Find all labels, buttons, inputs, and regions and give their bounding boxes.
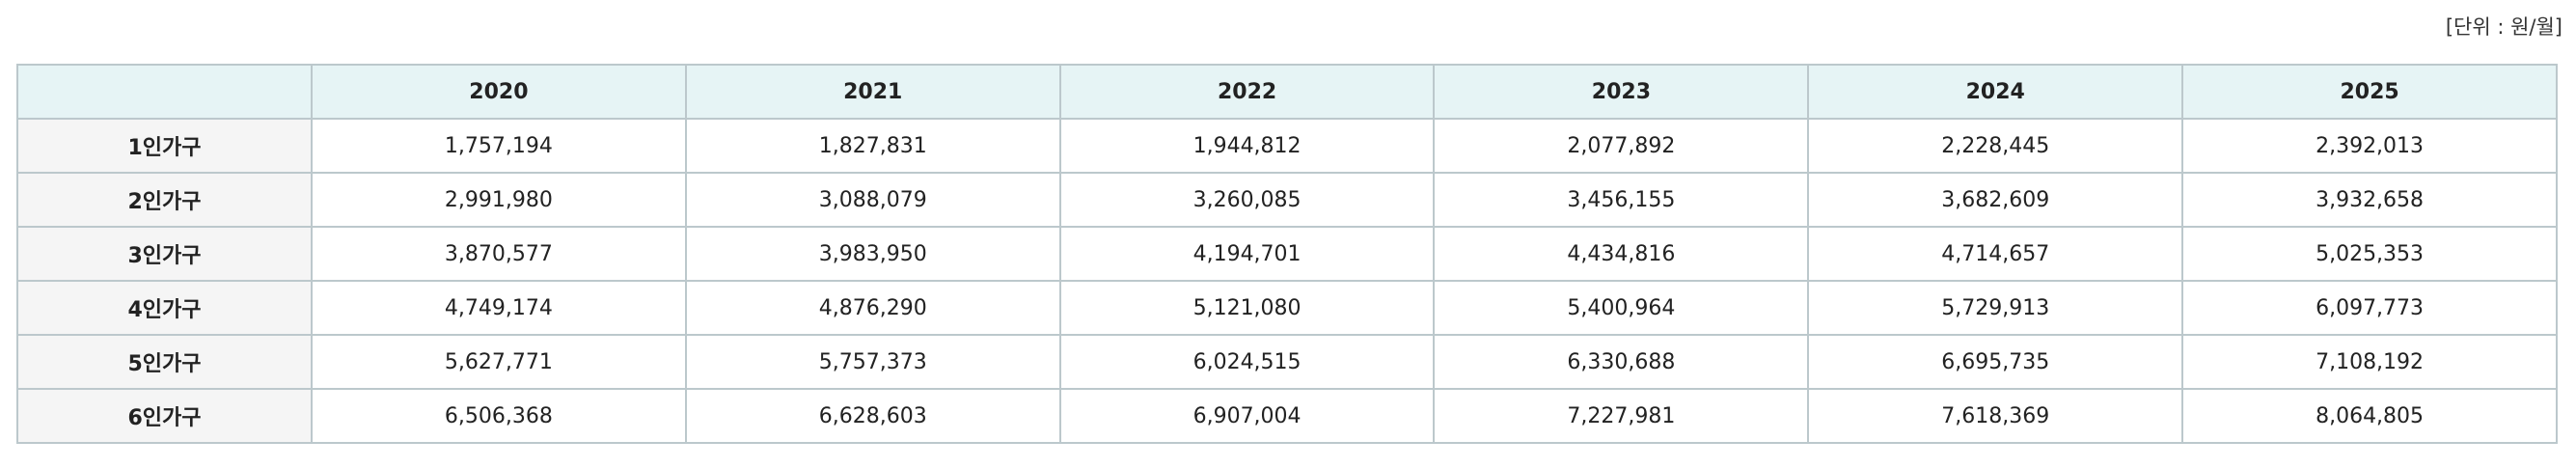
value-cell: 7,108,192 xyxy=(2181,334,2558,390)
value-cell: 5,729,913 xyxy=(1807,280,2184,336)
row-label: 5인가구 xyxy=(16,334,313,390)
value-cell: 2,228,445 xyxy=(1807,118,2184,174)
value-cell: 6,024,515 xyxy=(1058,334,1436,390)
value-cell: 6,695,735 xyxy=(1807,334,2184,390)
value-cell: 1,757,194 xyxy=(311,118,687,174)
data-table: 2020 2021 2022 2023 2024 2025 1인가구 1,757,194 1,… xyxy=(16,64,2558,444)
value-cell: 6,907,004 xyxy=(1058,388,1436,444)
row-label: 4인가구 xyxy=(16,280,313,336)
value-cell: 6,097,773 xyxy=(2181,280,2558,336)
row-label: 2인가구 xyxy=(16,172,313,228)
value-cell: 2,991,980 xyxy=(311,172,687,228)
table-row: 4인가구 4,749,174 4,876,290 5,121,080 5,400,964… xyxy=(16,280,2558,336)
row-label: 6인가구 xyxy=(16,388,313,444)
value-cell: 2,392,013 xyxy=(2181,118,2558,174)
row-label: 1인가구 xyxy=(16,118,313,174)
value-cell: 7,618,369 xyxy=(1807,388,2184,444)
value-cell: 5,757,373 xyxy=(684,334,1061,390)
value-cell: 5,025,353 xyxy=(2181,226,2558,282)
value-cell: 4,714,657 xyxy=(1807,226,2184,282)
header-cell: 2024 xyxy=(1807,64,2184,120)
value-cell: 7,227,981 xyxy=(1433,388,1810,444)
value-cell: 3,088,079 xyxy=(684,172,1061,228)
table-body: 1인가구 1,757,194 1,827,831 1,944,812 2,077,892… xyxy=(16,118,2558,444)
value-cell: 5,627,771 xyxy=(311,334,687,390)
value-cell: 3,983,950 xyxy=(684,226,1061,282)
value-cell: 3,260,085 xyxy=(1058,172,1436,228)
value-cell: 2,077,892 xyxy=(1433,118,1810,174)
value-cell: 6,628,603 xyxy=(684,388,1061,444)
value-cell: 1,827,831 xyxy=(684,118,1061,174)
table-row: 1인가구 1,757,194 1,827,831 1,944,812 2,077,892… xyxy=(16,118,2558,174)
value-cell: 8,064,805 xyxy=(2181,388,2558,444)
value-cell: 4,876,290 xyxy=(684,280,1061,336)
header-cell: 2025 xyxy=(2181,64,2558,120)
value-cell: 3,456,155 xyxy=(1433,172,1810,228)
value-cell: 1,944,812 xyxy=(1058,118,1436,174)
table-row: 6인가구 6,506,368 6,628,603 6,907,004 7,227,981… xyxy=(16,388,2558,444)
value-cell: 4,434,816 xyxy=(1433,226,1810,282)
header-row: 2020 2021 2022 2023 2024 2025 xyxy=(16,64,2558,120)
table-row: 2인가구 2,991,980 3,088,079 3,260,085 3,456,155… xyxy=(16,172,2558,228)
value-cell: 4,194,701 xyxy=(1058,226,1436,282)
value-cell: 3,682,609 xyxy=(1807,172,2184,228)
header-cell: 2021 xyxy=(684,64,1061,120)
table-row: 5인가구 5,627,771 5,757,373 6,024,515 6,330,688… xyxy=(16,334,2558,390)
corner-cell xyxy=(16,64,313,120)
unit-label: [단위 : 원/월] xyxy=(2445,15,2562,39)
header-cell: 2020 xyxy=(311,64,687,120)
value-cell: 6,506,368 xyxy=(311,388,687,444)
value-cell: 6,330,688 xyxy=(1433,334,1810,390)
table-row: 3인가구 3,870,577 3,983,950 4,194,701 4,434,816… xyxy=(16,226,2558,282)
value-cell: 3,932,658 xyxy=(2181,172,2558,228)
value-cell: 4,749,174 xyxy=(311,280,687,336)
header-cell: 2023 xyxy=(1433,64,1810,120)
header-cell: 2022 xyxy=(1058,64,1436,120)
value-cell: 5,400,964 xyxy=(1433,280,1810,336)
value-cell: 5,121,080 xyxy=(1058,280,1436,336)
value-cell: 3,870,577 xyxy=(311,226,687,282)
row-label: 3인가구 xyxy=(16,226,313,282)
